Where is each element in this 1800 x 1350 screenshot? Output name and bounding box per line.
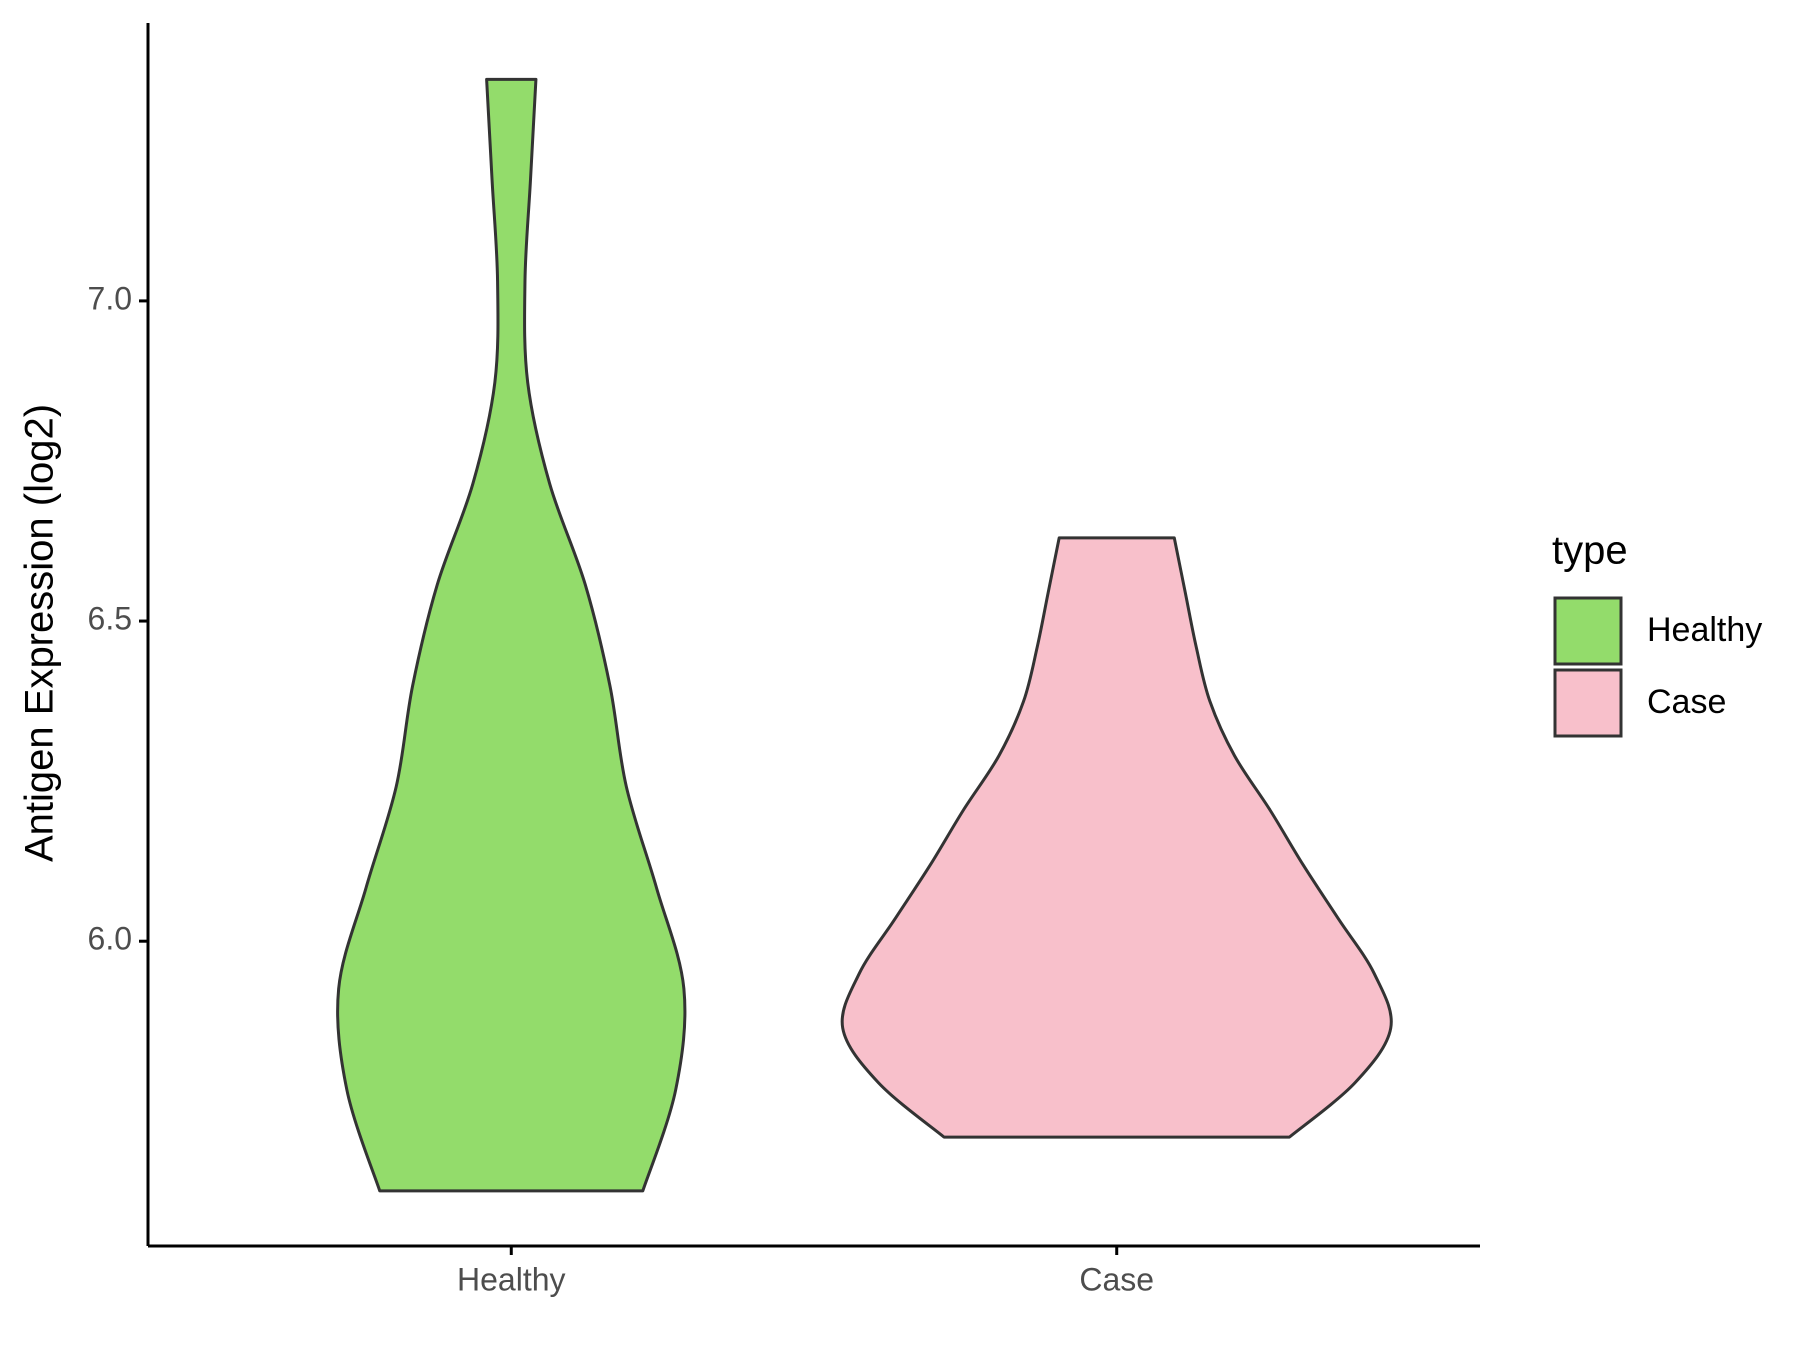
y-tick-label: 6.5 bbox=[88, 601, 132, 637]
x-tick-label: Healthy bbox=[457, 1261, 566, 1297]
y-tick-label: 6.0 bbox=[88, 921, 132, 957]
y-tick-label: 7.0 bbox=[88, 280, 132, 316]
violin bbox=[336, 77, 687, 1193]
legend-key bbox=[1553, 668, 1623, 738]
violin bbox=[840, 536, 1393, 1139]
legend-key bbox=[1553, 596, 1623, 666]
x-tick-label: Case bbox=[1079, 1261, 1154, 1297]
y-axis-title: Antigen Expression (log2) bbox=[18, 404, 62, 862]
legend-title: type bbox=[1552, 529, 1628, 573]
legend-label: Healthy bbox=[1647, 611, 1762, 649]
legend-label: Case bbox=[1647, 683, 1726, 721]
